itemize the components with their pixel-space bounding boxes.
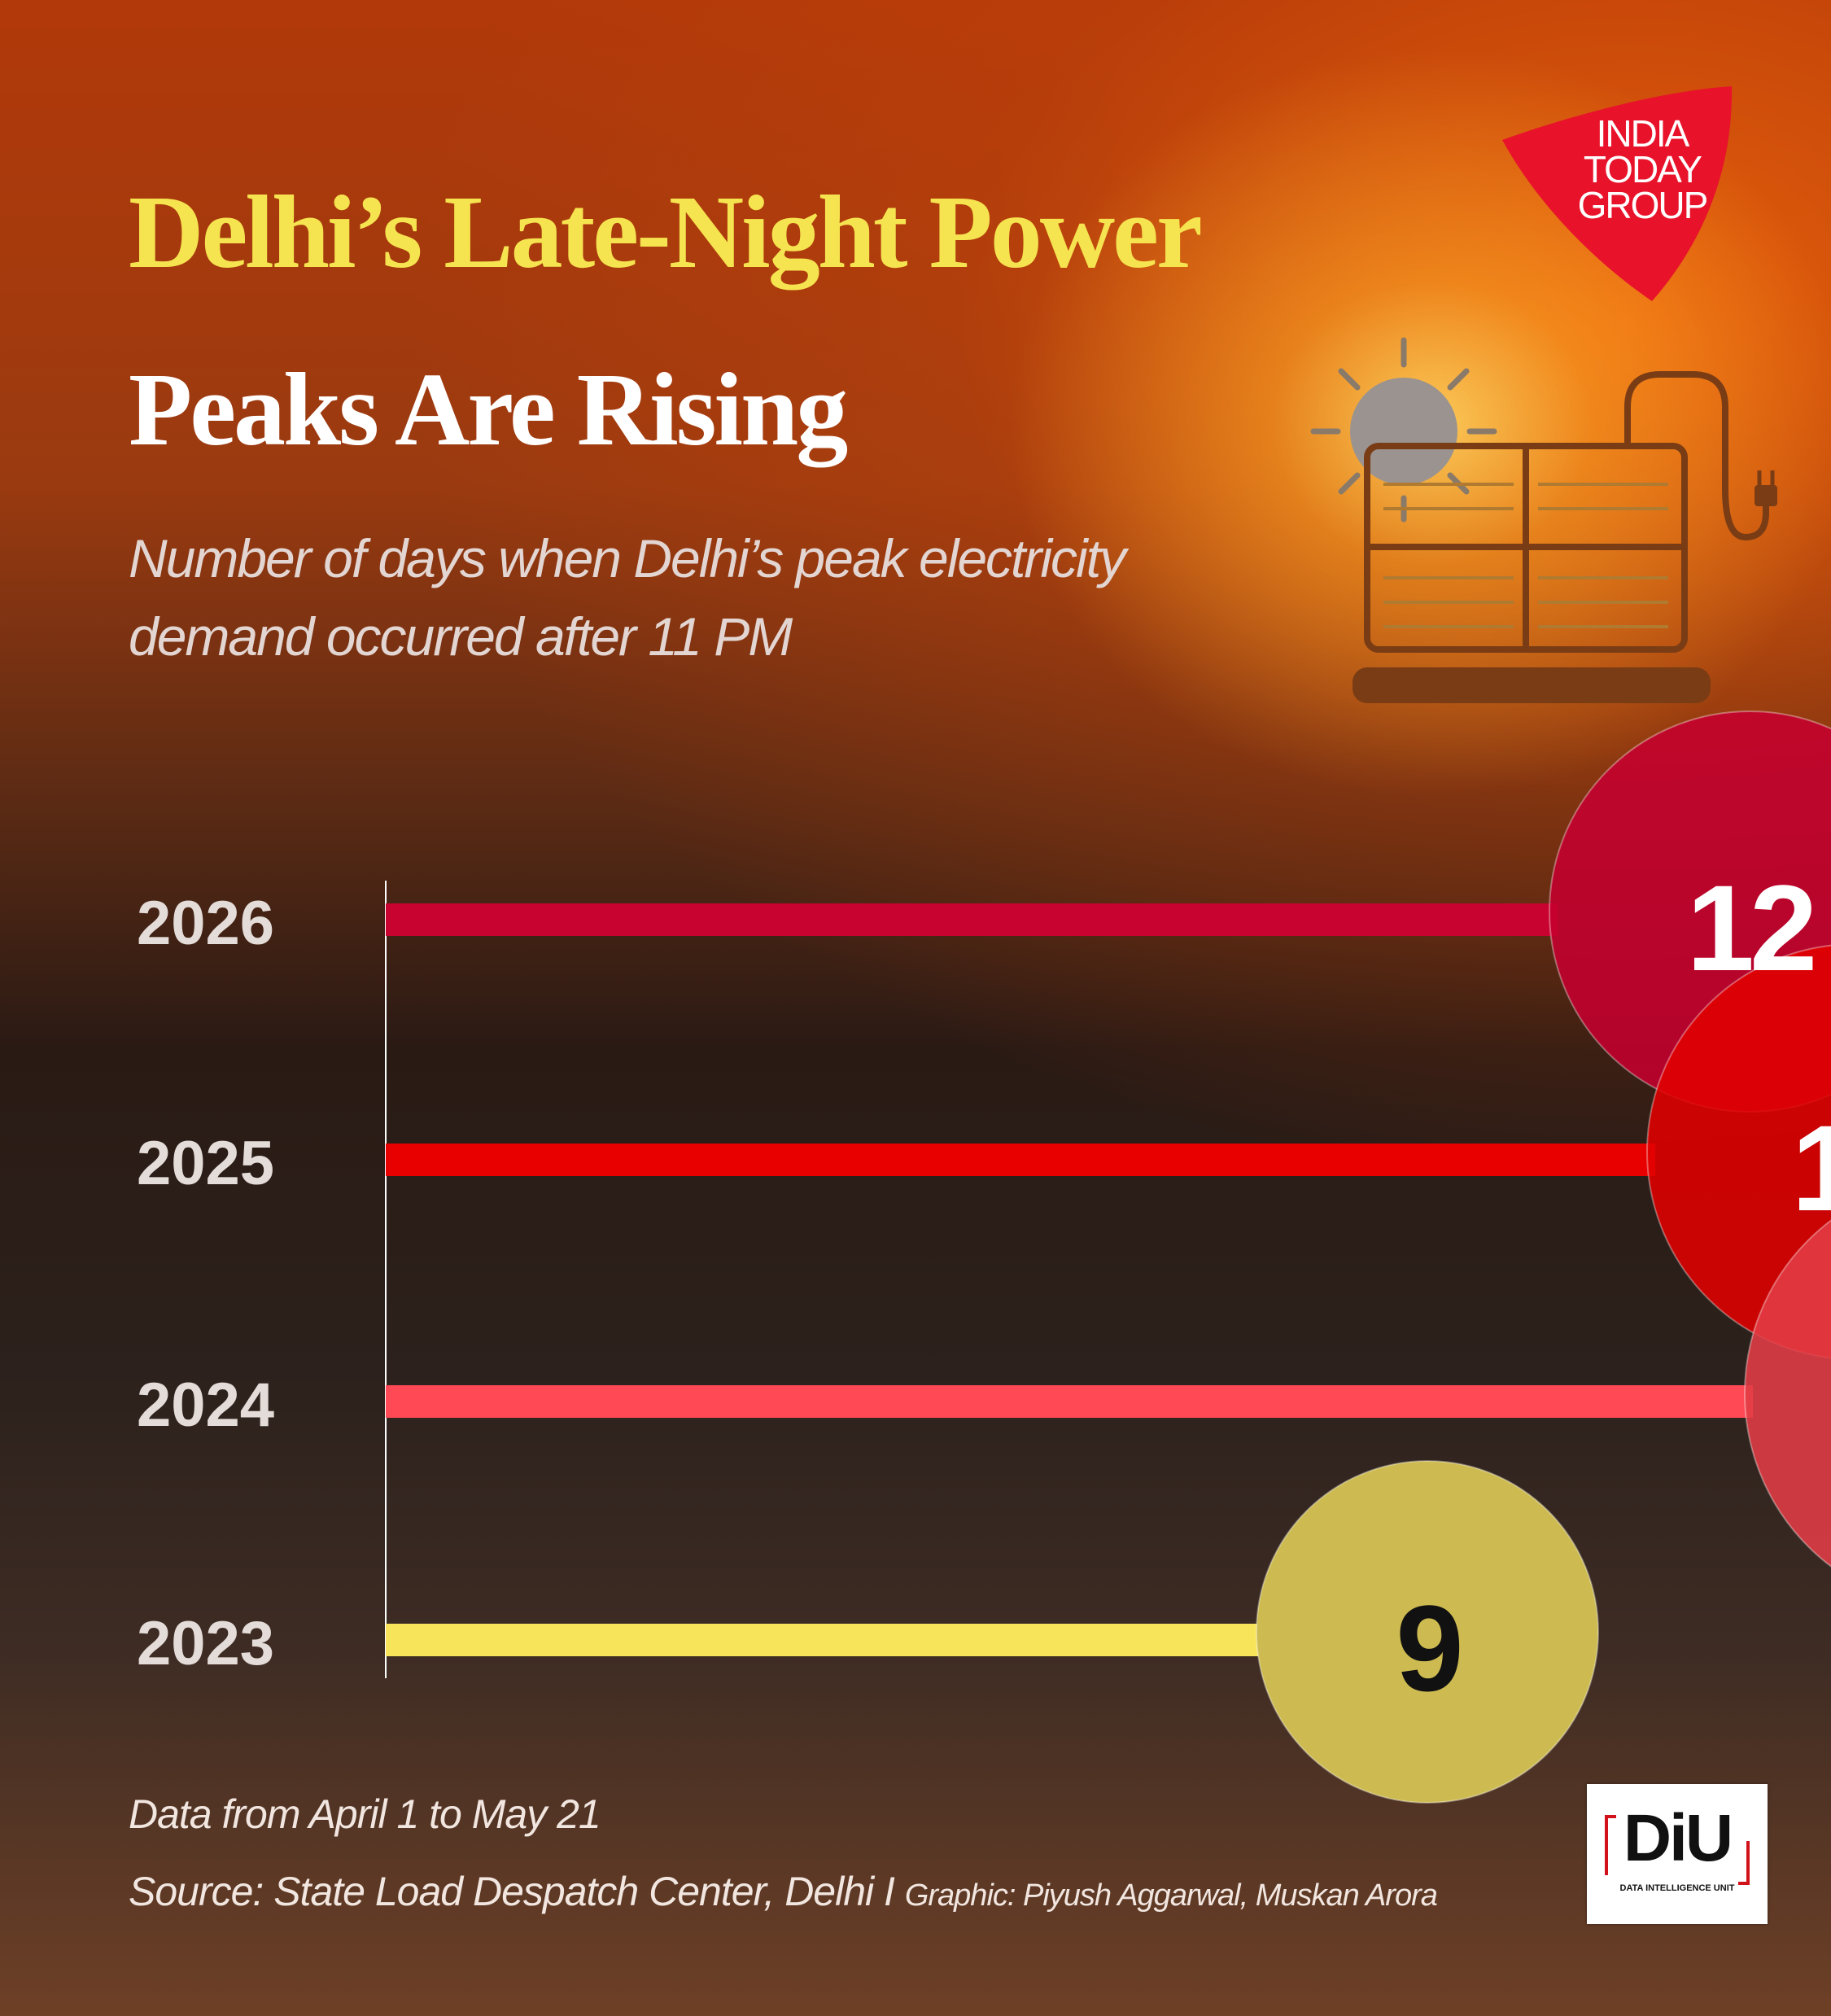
diu-bracket-right	[1738, 1841, 1750, 1885]
data-label-2026: 12	[1687, 859, 1813, 996]
india-today-logo-text: INDIA TODAY GROUP	[1577, 112, 1709, 226]
source-text: Source: State Load Despatch Center, Delh…	[129, 1869, 895, 1914]
data-label-2025: 13	[1792, 1100, 1831, 1236]
diu-logo-subtext: DATA INTELLIGENCE UNIT	[1619, 1883, 1735, 1893]
bar-2023	[386, 1624, 1265, 1656]
source-line: Source: State Load Despatch Center, Delh…	[129, 1868, 1438, 1915]
plug-icon	[1755, 485, 1777, 506]
sun-disc	[1350, 378, 1457, 485]
bar-2025	[386, 1144, 1655, 1176]
chart-title-line2: Peaks Are Rising	[129, 352, 848, 467]
credit-text: Graphic: Piyush Aggarwal, Muskan Arora	[904, 1878, 1438, 1913]
diu-logo-text: DiU	[1623, 1801, 1733, 1875]
diu-bracket-left	[1605, 1815, 1616, 1875]
value-bubble-2025	[1646, 944, 1831, 1359]
bar-2024	[386, 1385, 1753, 1418]
heater-icon	[1310, 337, 1777, 703]
value-bubble-2023	[1256, 1460, 1599, 1804]
diu-logo: DiU DATA INTELLIGENCE UNIT	[1587, 1784, 1768, 1924]
value-bubble-2024	[1744, 1219, 1831, 1568]
bar-2026	[386, 903, 1558, 936]
category-label-2026: 2026	[137, 889, 274, 958]
chart-subtitle: Number of days when Delhi’s peak electri…	[129, 528, 1126, 667]
category-label-2024: 2024	[137, 1371, 274, 1440]
chart-title-line1: Delhi’s Late-Night Power	[129, 174, 1203, 290]
heater-base	[1352, 667, 1711, 703]
category-label-2025: 2025	[137, 1129, 274, 1198]
data-label-2023: 9	[1396, 1580, 1459, 1716]
data-note: Data from April 1 to May 21	[129, 1791, 601, 1837]
category-label-2023: 2023	[137, 1609, 274, 1678]
india-today-logo	[1502, 86, 1733, 301]
